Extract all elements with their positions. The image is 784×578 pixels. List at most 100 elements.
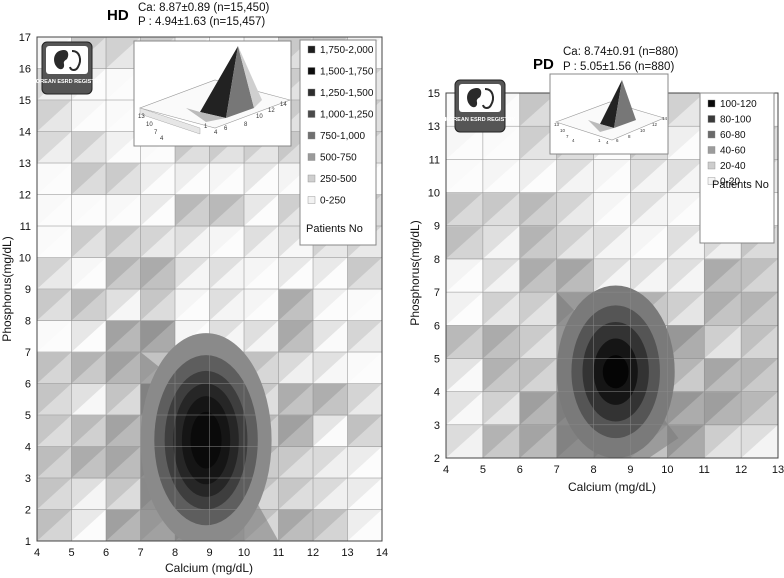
heat-triangle — [313, 352, 348, 384]
hd-title: HD — [107, 7, 129, 24]
heat-triangle — [630, 225, 668, 259]
heat-triangle — [482, 292, 520, 326]
y-tick-label: 5 — [434, 353, 440, 365]
heat-triangle — [313, 289, 348, 321]
heat-triangle — [519, 358, 557, 392]
heat-triangle — [704, 391, 742, 425]
hd-logo-text: KOREAN ESRD REGISTRY — [32, 79, 102, 85]
heat-triangle — [37, 226, 72, 258]
heat-triangle — [209, 257, 244, 289]
heat-triangle — [106, 415, 141, 447]
heat-triangle — [37, 478, 72, 510]
heat-triangle — [593, 258, 631, 293]
apple-icon — [69, 50, 81, 71]
heat-triangle — [446, 391, 483, 425]
legend-label: 1,500-1,750 — [320, 67, 374, 78]
heat-triangle — [278, 383, 313, 415]
heat-triangle — [71, 289, 106, 321]
heat-triangle — [519, 325, 557, 359]
x-tick-label: 12 — [735, 464, 747, 476]
inset-tick-label: 13 — [554, 122, 560, 127]
heat-triangle — [704, 325, 742, 359]
y-tick-label: 2 — [434, 453, 440, 465]
legend-label: 0-250 — [320, 196, 346, 207]
x-tick-label: 5 — [480, 464, 486, 476]
heat-triangle — [209, 226, 244, 258]
x-tick-label: 10 — [238, 547, 250, 559]
heat-triangle — [71, 194, 106, 226]
x-tick-label: 11 — [273, 547, 284, 559]
y-tick-label: 4 — [434, 387, 440, 399]
heat-triangle — [667, 93, 705, 127]
inset-tick-label: 14 — [662, 116, 668, 121]
heat-triangle — [37, 194, 72, 226]
x-tick-label: 9 — [206, 547, 212, 559]
inset-tick-label: 6 — [616, 138, 619, 143]
inset-tick-label: 7 — [566, 134, 569, 139]
heat-triangle — [347, 415, 382, 447]
x-tick-label: 8 — [172, 547, 178, 559]
hd-y-label: Phosphorus(mg/dL) — [0, 236, 14, 341]
heat-triangle — [71, 320, 106, 352]
x-tick-label: 7 — [554, 464, 560, 476]
x-tick-label: 9 — [627, 464, 633, 476]
apple-icon — [482, 88, 494, 109]
heat-triangle — [278, 478, 313, 510]
heat-triangle — [519, 192, 557, 226]
heat-triangle — [446, 325, 483, 359]
legend-swatch — [307, 110, 316, 118]
x-tick-label: 7 — [137, 547, 143, 559]
x-tick-label: 6 — [103, 547, 109, 559]
hd-stat-ca: Ca: 8.87±0.89 (n=15,450) — [138, 2, 269, 14]
pd-logo-text: KOREAN ESRD REGISTRY — [445, 117, 515, 123]
heat-triangle — [446, 192, 483, 226]
heat-triangle — [347, 446, 382, 478]
heat-triangle — [519, 258, 557, 293]
inset-tick-label: 12 — [268, 108, 275, 114]
heat-triangle — [556, 192, 594, 226]
legend-swatch — [707, 115, 716, 123]
heat-triangle — [347, 320, 382, 352]
heat-triangle — [667, 159, 705, 193]
heat-triangle — [106, 257, 141, 289]
hd-legend-title: Patients No — [306, 223, 363, 235]
pd-x-axis: 4 5 6 7 8 9 10 11 12 13 — [443, 464, 784, 476]
density-contour — [602, 355, 629, 389]
pd-inset-peak — [600, 80, 622, 128]
heat-triangle — [482, 424, 520, 458]
heat-triangle — [446, 292, 483, 326]
heat-triangle — [519, 292, 557, 326]
heat-triangle — [667, 225, 705, 259]
inset-tick-label: 8 — [244, 122, 248, 128]
heat-triangle — [347, 352, 382, 384]
y-tick-label: 9 — [25, 284, 31, 296]
y-tick-label: 7 — [434, 287, 440, 299]
heat-triangle — [482, 159, 520, 193]
heat-triangle — [106, 383, 141, 415]
heat-triangle — [630, 258, 668, 293]
legend-label: 100-120 — [720, 99, 757, 110]
heat-triangle — [106, 320, 141, 352]
heat-triangle — [482, 258, 520, 293]
heat-triangle — [278, 352, 313, 384]
y-tick-label: 14 — [19, 127, 31, 139]
legend-label: 1,000-1,250 — [320, 110, 374, 121]
legend-swatch — [307, 153, 316, 161]
heat-triangle — [71, 509, 106, 541]
heat-triangle — [209, 289, 244, 321]
heat-triangle — [71, 478, 106, 510]
heat-triangle — [37, 100, 72, 132]
heat-triangle — [106, 37, 141, 69]
x-tick-label: 8 — [590, 464, 596, 476]
heat-triangle — [741, 325, 778, 359]
heat-triangle — [741, 258, 778, 293]
heat-triangle — [313, 383, 348, 415]
heat-triangle — [704, 225, 742, 259]
heat-triangle — [741, 391, 778, 425]
y-tick-label: 6 — [25, 379, 31, 391]
y-tick-label: 4 — [25, 442, 31, 454]
y-tick-label: 10 — [19, 253, 31, 265]
x-tick-label: 13 — [772, 464, 784, 476]
legend-label: 60-80 — [720, 130, 746, 141]
